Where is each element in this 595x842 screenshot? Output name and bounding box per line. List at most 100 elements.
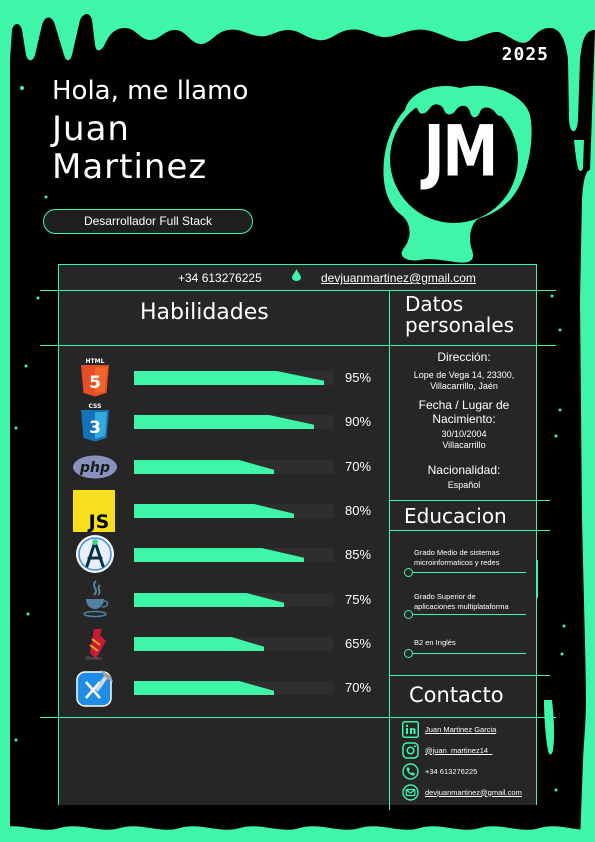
skill-bar-fill [134, 637, 264, 651]
svg-text:CSS: CSS [89, 403, 102, 410]
address-block: Dirección: Lope de Vega 14, 23300, Villa… [392, 350, 536, 392]
maven-icon: Maven [75, 624, 115, 664]
instagram-icon [402, 741, 419, 759]
education-line1: Grado Medio de sistemas [414, 548, 500, 557]
birth-label-line1: Fecha / Lugar de [418, 398, 510, 412]
skill-bar-fill [134, 548, 304, 562]
android-studio-icon [75, 534, 115, 574]
contact-bar-email[interactable]: devjuanmartinez@gmail.com [321, 271, 476, 285]
contact-bar-phone: +34 613276225 [178, 271, 262, 285]
education-title: Educacion [404, 504, 507, 528]
intro-block: Hola, me llamo Juan Martinez [52, 76, 248, 186]
timeline-dot [404, 568, 413, 577]
education-line [408, 653, 526, 654]
education-line2: aplicaciones multiplataforma [414, 602, 509, 611]
education-line1: B2 en Inglés [414, 638, 456, 647]
education-line [408, 614, 526, 615]
skill-percent: 65% [345, 636, 372, 651]
css3-icon: CSS 3 [75, 402, 115, 442]
html5-icon: HTML 5 [75, 357, 115, 397]
svg-text:php: php [79, 460, 110, 476]
skill-bar-track [134, 504, 334, 518]
skill-bar-track [134, 460, 334, 474]
contact-email[interactable]: devjuanmartinez@gmail.com [402, 783, 522, 801]
divider [40, 290, 556, 291]
skill-percent: 80% [345, 503, 372, 518]
nationality-label: Nacionalidad: [427, 463, 501, 477]
timeline-dot [404, 610, 413, 619]
contact-email-address[interactable]: devjuanmartinez@gmail.com [425, 787, 522, 797]
divider [389, 675, 550, 676]
php-icon: php [71, 447, 119, 487]
svg-text:Maven: Maven [86, 656, 103, 661]
svg-text:HTML: HTML [86, 358, 105, 365]
mail-icon [402, 783, 419, 801]
address-label: Dirección: [437, 350, 491, 364]
education-line1: Grado Superior de [414, 592, 476, 601]
svg-text:5: 5 [89, 373, 101, 393]
skill-bar-track [134, 371, 334, 385]
skill-bar-track [134, 637, 334, 651]
skill-bar-track [134, 681, 334, 695]
phone-icon [402, 762, 419, 780]
role-badge: Desarrollador Full Stack [43, 209, 253, 234]
education-item: Grado Superior de aplicaciones multiplat… [404, 592, 526, 622]
nationality-value: Español [447, 480, 481, 490]
skill-bar-fill [134, 371, 324, 385]
divider [58, 264, 536, 265]
linkedin-icon [402, 720, 419, 738]
svg-text:3: 3 [89, 418, 101, 438]
xcode-icon [75, 668, 115, 708]
divider [389, 290, 390, 810]
divider [536, 264, 537, 805]
drop-icon [292, 269, 301, 281]
address-line1: Lope de Vega 14, 23300, [413, 370, 515, 380]
nationality-block: Nacionalidad: Español [392, 463, 536, 491]
skill-bar-track [134, 593, 334, 607]
personal-title: Datos personales [405, 294, 514, 336]
skills-title: Habilidades [140, 300, 269, 325]
skill-bar-track [134, 548, 334, 562]
personal-title-line2: personales [405, 313, 515, 337]
education-item: Grado Medio de sistemas microinformatico… [404, 548, 526, 578]
contact-linkedin[interactable]: Juan Martinez Garcia [402, 720, 496, 738]
education-item: B2 en Inglés [404, 638, 526, 660]
address-line2: Villacarrillo, Jaén [430, 381, 498, 391]
skill-percent: 70% [345, 680, 372, 695]
year-label: 2025 [501, 44, 549, 65]
javascript-icon: JS [73, 490, 115, 532]
birth-place: Villacarrillo [442, 440, 486, 450]
skill-percent: 95% [345, 370, 372, 385]
skill-bar-fill [134, 460, 274, 474]
svg-text:JS: JS [87, 511, 110, 532]
skill-bar-fill [134, 593, 284, 607]
birth-block: Fecha / Lugar de Nacimiento: 30/10/2004 … [392, 398, 536, 451]
divider [40, 345, 556, 346]
skill-percent: 75% [345, 592, 372, 607]
skill-bar-track [134, 415, 334, 429]
contact-phone[interactable]: +34 613276225 [402, 762, 477, 780]
contact-instagram[interactable]: @juan_martinez14_ [402, 741, 492, 759]
skill-percent: 85% [345, 547, 372, 562]
java-icon [75, 579, 115, 619]
first-name: Juan [52, 109, 130, 149]
contact-phone-number[interactable]: +34 613276225 [425, 766, 478, 776]
monogram-logo: JM [423, 111, 499, 194]
instagram-handle[interactable]: @juan_martinez14_ [425, 745, 493, 755]
contact-title: Contacto [409, 683, 504, 707]
education-line2: microinformaticos y redes [414, 558, 500, 567]
divider [58, 264, 59, 805]
birth-date: 30/10/2004 [441, 429, 487, 439]
last-name: Martinez [52, 147, 208, 187]
birth-label-line2: Nacimiento: [432, 412, 496, 426]
linkedin-name[interactable]: Juan Martinez Garcia [425, 724, 497, 734]
resume-card [58, 264, 536, 805]
timeline-dot [404, 649, 413, 658]
education-line [408, 572, 526, 573]
divider [389, 530, 550, 531]
skill-bar-fill [134, 504, 294, 518]
divider [389, 500, 550, 501]
personal-title-line1: Datos [405, 292, 464, 316]
skill-bar-fill [134, 415, 314, 429]
divider [40, 717, 556, 718]
